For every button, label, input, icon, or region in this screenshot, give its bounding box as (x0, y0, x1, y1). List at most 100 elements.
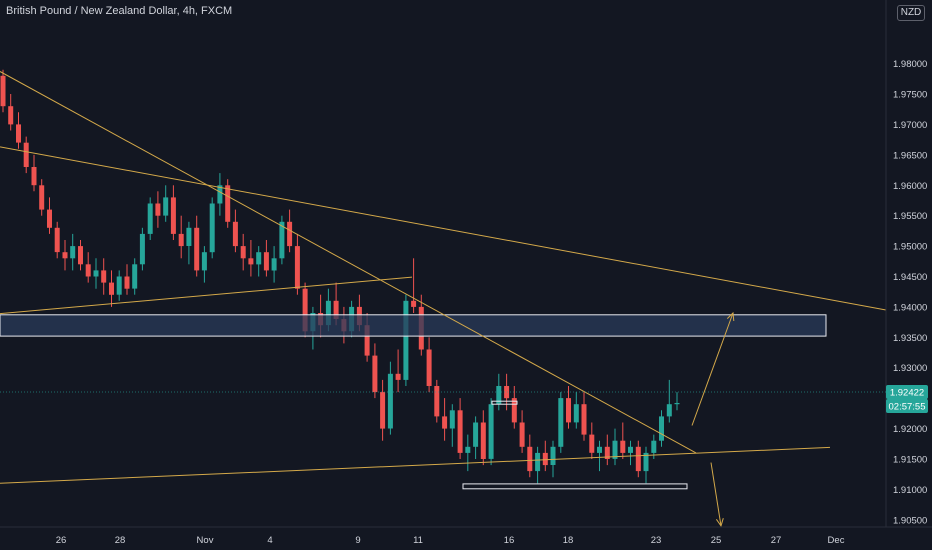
candle-body (364, 325, 370, 356)
candle-body (62, 252, 68, 259)
candle (542, 440, 548, 472)
candle-body (116, 276, 122, 295)
candle-body (558, 398, 564, 447)
candle-body (573, 404, 579, 423)
candle (287, 209, 293, 253)
candle (139, 227, 145, 271)
candle (39, 179, 45, 216)
price-tick-label: 1.97000 (893, 120, 927, 131)
candle-body (155, 203, 161, 216)
candle-body (333, 300, 339, 319)
candle-body (581, 404, 587, 435)
time-tick-label: 18 (563, 535, 574, 546)
time-tick-label: Dec (828, 535, 845, 546)
steep-downtrend-line (0, 71, 697, 454)
candle (124, 264, 130, 295)
currency-button[interactable]: NZD (897, 5, 925, 21)
price-tick-label: 1.96500 (893, 150, 927, 161)
candle-body (302, 288, 308, 332)
last-price-badge (886, 385, 928, 399)
candle-body (426, 349, 432, 386)
candle-body (465, 446, 471, 453)
candle-body (550, 446, 556, 465)
candle (194, 215, 200, 277)
candle-body (511, 398, 517, 423)
candle-body (604, 446, 610, 459)
rising-channel-line (0, 276, 413, 315)
candle (635, 440, 641, 478)
candle (263, 240, 269, 277)
candle-body (194, 227, 200, 271)
candle (178, 215, 184, 259)
candle-body (93, 270, 99, 277)
last-price-text: 1.92422 (890, 388, 924, 399)
long-downtrend-line (0, 146, 887, 311)
candle (23, 136, 29, 174)
candle (93, 258, 99, 289)
candle-body (597, 446, 602, 453)
candle (666, 379, 672, 423)
price-tick-label: 1.92000 (893, 424, 927, 435)
candle-body (8, 106, 14, 125)
candle (31, 154, 37, 192)
candle-body (589, 434, 595, 453)
candle (434, 379, 440, 423)
price-axis[interactable]: 1.98000 1.97500 1.97000 1.96500 1.96000 1.955… (893, 59, 927, 526)
candle (566, 386, 571, 429)
candle-body (232, 221, 238, 247)
candles-layer (0, 69, 680, 484)
candle-body (488, 404, 494, 459)
candle-body (23, 142, 29, 167)
price-tick-label: 1.94000 (893, 302, 927, 313)
candle-body (139, 233, 145, 265)
candle (659, 410, 664, 447)
projection-arrow-down (710, 462, 722, 526)
candle (449, 404, 455, 447)
candle-body (85, 264, 91, 277)
candle-body (78, 246, 83, 265)
candle-body (449, 410, 455, 429)
candle (209, 197, 215, 259)
chart-title: British Pound / New Zealand Dollar, 4h, … (6, 5, 233, 17)
countdown-text: 02:57:55 (889, 402, 926, 413)
time-tick-label: 11 (413, 535, 423, 546)
candle (511, 386, 517, 429)
candle (225, 179, 231, 228)
candle-body (411, 300, 417, 307)
candle-body (271, 258, 277, 271)
time-axis[interactable]: 26 28 Nov 4 9 11 16 18 23 25 27 Dec (56, 535, 845, 546)
candle-body (372, 355, 378, 393)
resistance-zone (0, 314, 827, 337)
candle (201, 246, 207, 283)
candle-body (535, 452, 541, 472)
candle-body (519, 422, 525, 447)
candle (480, 410, 486, 466)
candle (8, 94, 14, 131)
candle (395, 349, 401, 393)
candle-body (325, 300, 331, 326)
candle-body (70, 246, 76, 259)
candle (101, 258, 107, 295)
candle (271, 246, 277, 283)
time-tick-label: 16 (504, 535, 515, 546)
candle (488, 398, 494, 466)
time-tick-label: 26 (56, 535, 67, 546)
candle (372, 343, 378, 399)
price-tick-label: 1.96000 (893, 181, 927, 192)
candle-body (287, 221, 293, 247)
candle-body (387, 373, 393, 429)
candle (612, 428, 618, 466)
candle-body (201, 252, 207, 271)
candle (109, 270, 114, 307)
candle (426, 337, 432, 393)
candle (132, 258, 138, 295)
candle (442, 398, 448, 441)
candle-body (480, 422, 486, 459)
drawings-layer (0, 71, 887, 528)
candle-body (279, 221, 285, 259)
candle-body (163, 197, 169, 216)
candle (0, 69, 6, 113)
candle (403, 294, 409, 386)
candle-body (248, 258, 254, 265)
